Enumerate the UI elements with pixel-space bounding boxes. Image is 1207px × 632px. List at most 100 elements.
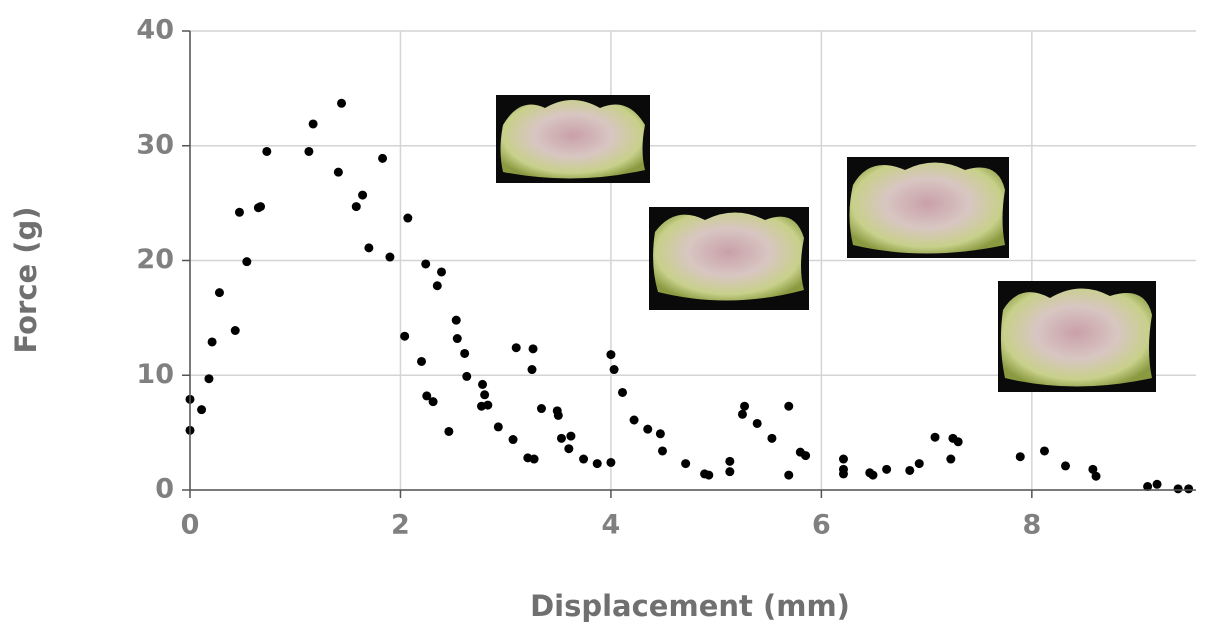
point <box>422 391 432 401</box>
point <box>725 456 735 466</box>
point <box>905 465 915 475</box>
point <box>882 464 892 474</box>
point <box>437 267 446 277</box>
point <box>333 167 343 177</box>
point <box>214 288 224 298</box>
point <box>527 365 537 375</box>
point <box>592 459 602 469</box>
y-tick-label: 0 <box>155 474 174 505</box>
photo <box>998 281 1156 392</box>
point <box>725 467 735 477</box>
y-axis-label: Force (g) <box>9 206 43 353</box>
point <box>643 424 653 434</box>
point <box>655 429 665 439</box>
point <box>403 213 413 223</box>
y-tick-label: 30 <box>136 129 174 160</box>
point <box>1173 484 1183 494</box>
x-tick-label: 2 <box>391 510 410 541</box>
point <box>529 454 539 464</box>
point <box>657 446 667 456</box>
y-tick-label: 40 <box>136 15 174 46</box>
point <box>1091 471 1101 481</box>
point <box>617 387 627 397</box>
point <box>737 409 747 419</box>
point <box>351 202 361 212</box>
y-tick-label: 20 <box>136 244 174 275</box>
point <box>838 454 848 464</box>
point <box>564 444 574 454</box>
point <box>784 470 794 480</box>
point <box>400 331 410 341</box>
point <box>337 98 347 108</box>
point <box>606 350 616 360</box>
point <box>566 431 576 441</box>
point <box>432 281 442 291</box>
points <box>185 98 1194 494</box>
point <box>364 243 374 253</box>
point <box>508 435 518 445</box>
point <box>1152 479 1162 489</box>
point <box>483 400 493 410</box>
point <box>197 405 207 415</box>
point <box>740 401 750 411</box>
point <box>1039 446 1049 456</box>
point <box>462 371 472 381</box>
point <box>417 356 427 366</box>
point <box>609 365 619 375</box>
point <box>204 374 214 384</box>
point <box>421 259 431 269</box>
photo <box>847 157 1009 258</box>
point <box>1088 464 1098 474</box>
point <box>242 257 252 267</box>
point <box>428 397 438 407</box>
x-tick-label: 0 <box>181 510 200 541</box>
point <box>681 459 691 469</box>
point <box>385 252 395 262</box>
photo <box>496 95 650 183</box>
point <box>838 469 848 479</box>
point <box>451 315 461 325</box>
point <box>536 404 546 414</box>
point <box>606 457 616 467</box>
point <box>946 454 956 464</box>
point <box>207 337 217 347</box>
point <box>1061 461 1071 471</box>
point <box>234 207 244 217</box>
point <box>704 470 714 480</box>
point <box>358 190 368 200</box>
y-tick-label: 10 <box>136 359 174 390</box>
point <box>444 426 454 436</box>
point <box>511 343 521 353</box>
x-tick-label: 6 <box>812 510 831 541</box>
point <box>452 334 462 344</box>
point <box>784 401 794 411</box>
point <box>304 146 314 156</box>
point <box>752 418 762 428</box>
point <box>553 410 563 420</box>
point <box>256 202 266 212</box>
point <box>478 379 488 389</box>
point <box>953 437 963 447</box>
point <box>460 348 470 358</box>
point <box>493 422 503 432</box>
photos <box>496 95 1156 392</box>
point <box>579 454 589 464</box>
photo <box>649 207 809 310</box>
point <box>1143 482 1153 492</box>
point <box>767 433 777 443</box>
point <box>801 451 811 461</box>
point <box>556 433 566 443</box>
point <box>629 415 639 425</box>
point <box>914 459 924 469</box>
point <box>308 119 318 129</box>
point <box>1184 484 1194 494</box>
point <box>868 470 878 480</box>
point <box>378 153 388 163</box>
point <box>480 390 490 400</box>
point <box>528 344 538 354</box>
point <box>1015 452 1025 462</box>
x-axis-label: Displacement (mm) <box>530 589 850 623</box>
point <box>930 432 940 442</box>
